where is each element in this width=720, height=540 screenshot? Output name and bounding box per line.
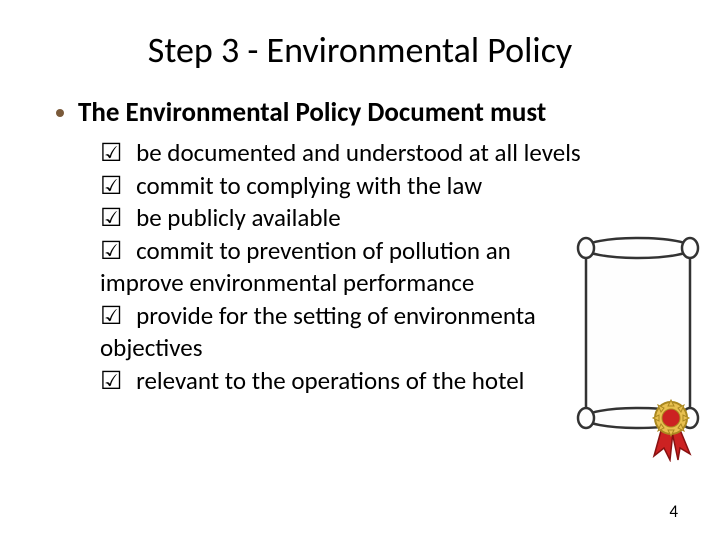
scroll-certificate-icon	[568, 232, 706, 462]
list-item: ☑ commit to complying with the law	[100, 170, 672, 203]
checkbox-icon: ☑	[100, 202, 122, 235]
checkbox-icon: ☑	[100, 170, 122, 203]
page-number: 4	[669, 501, 678, 522]
item-text: commit to prevention of pollution an	[136, 235, 511, 266]
bullet-dot-icon	[56, 109, 64, 117]
main-bullet-text: The Environmental Policy Document must	[78, 96, 546, 129]
list-item: ☑ be documented and understood at all le…	[100, 137, 672, 170]
item-text: be documented and understood at all leve…	[136, 137, 581, 168]
list-item: ☑ be publicly available	[100, 202, 672, 235]
slide-title: Step 3 - Environmental Policy	[48, 28, 672, 72]
checkbox-icon: ☑	[100, 235, 122, 268]
item-text: relevant to the operations of the hotel	[136, 365, 524, 396]
item-text: provide for the setting of environmenta	[136, 300, 536, 331]
item-text: commit to complying with the law	[136, 170, 482, 201]
checkbox-icon: ☑	[100, 365, 122, 398]
main-bullet-row: The Environmental Policy Document must	[56, 96, 672, 129]
checkbox-icon: ☑	[100, 137, 122, 170]
item-text: be publicly available	[136, 202, 341, 233]
checkbox-icon: ☑	[100, 300, 122, 333]
slide-container: Step 3 - Environmental Policy The Enviro…	[0, 0, 720, 540]
